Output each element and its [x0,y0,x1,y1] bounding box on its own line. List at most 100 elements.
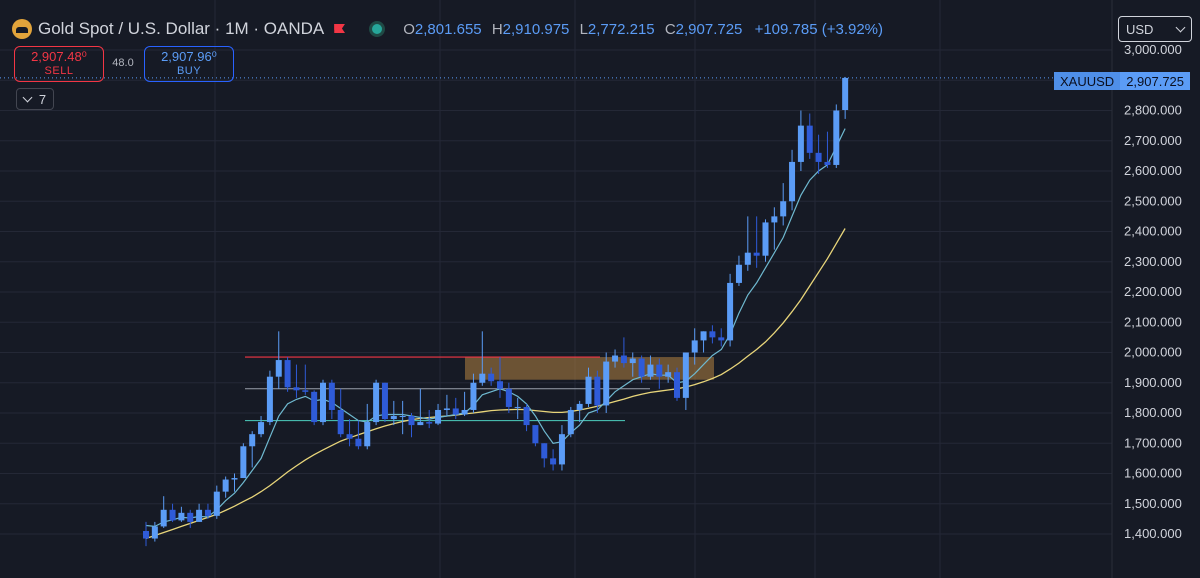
candle [258,416,265,438]
candle [550,449,557,471]
candle [647,355,654,380]
y-tick-label: 2,500.000 [1124,193,1182,208]
candle [346,419,353,447]
chart-header: Gold Spot / U.S. Dollar · 1M · OANDA O2,… [12,16,883,42]
candle-body [151,526,158,539]
candle [797,110,804,171]
candle [656,358,663,389]
y-tick-label: 2,700.000 [1124,133,1182,148]
candle [399,400,406,435]
candle [762,219,769,262]
candle [744,216,751,271]
candle-body [249,434,256,447]
candle-body [187,512,194,522]
candle-body [541,443,548,459]
candle [204,503,211,519]
candle [488,367,495,386]
candle-body [753,252,760,256]
close-label: C [664,20,676,38]
y-tick-label: 2,000.000 [1124,345,1182,360]
candle [178,506,185,522]
candle-body [691,340,698,353]
candle-body [789,161,796,202]
candle-body [576,403,583,410]
candle [213,485,220,519]
candle-body [824,161,831,165]
candle-body [558,434,565,465]
candle [718,328,725,347]
candle-body [488,373,495,382]
candle-body [337,409,344,435]
candle [629,352,636,377]
candle [390,400,397,426]
candle-body [532,425,539,444]
candle-body [346,434,353,439]
candle [284,357,291,392]
candle-body [815,152,822,162]
candle [585,367,592,407]
moving-averages [145,128,846,540]
currency-value: USD [1126,21,1154,37]
candle [665,364,672,383]
candle-body [373,382,380,423]
y-tick-label: 2,400.000 [1124,224,1182,239]
candle [603,352,610,413]
candle-body [169,509,176,521]
candle-body [709,331,716,338]
low-value: 2,772.215 [587,20,655,38]
candle [435,403,442,426]
candle-body [797,125,804,162]
candle [780,183,787,226]
candle [789,149,796,211]
gold-logo-icon [12,19,32,39]
ohlc-readout: O2,801.655 H2,910.975 L2,772.215 C2,907.… [403,21,883,38]
candle-body [311,391,318,423]
indicators-toggle[interactable]: 7 [16,88,54,110]
candle [328,379,335,420]
candle [532,425,539,447]
symbol-title[interactable]: Gold Spot / U.S. Dollar · 1M · OANDA [38,19,325,38]
change-value: +109.785 (+3.92%) [754,20,884,38]
y-tick-label: 2,800.000 [1124,103,1182,118]
candle [638,355,645,383]
y-tick-label: 1,800.000 [1124,405,1182,420]
buy-button[interactable]: 2,907.96⁰ BUY [144,46,234,82]
candle-body [364,422,371,447]
candle-body [771,216,778,223]
candle-body [744,252,751,265]
candle [514,397,521,420]
buy-label: BUY [176,65,202,77]
candle-body [266,376,273,423]
candle-body [213,491,220,516]
candle-body [328,382,335,410]
candle-body [833,110,840,165]
currency-select[interactable]: USD [1118,16,1192,42]
candle-body [160,509,167,527]
candle [320,379,326,426]
candle [311,390,318,426]
candle [222,476,229,498]
candle [452,397,459,420]
candle-body [435,409,442,424]
y-tick-label: 1,600.000 [1124,466,1182,481]
close-value: 2,907.725 [675,20,743,38]
candle-body [231,478,238,480]
candle-body [665,372,672,377]
candle [373,379,380,426]
price-axis[interactable]: 1,400.000 1,500.000 1,600.000 1,700.000 1,80… [1124,42,1182,541]
candle [426,409,433,429]
candle-body [196,509,203,522]
candlestick-series [143,76,849,547]
candle [187,509,194,528]
candle-body [780,201,787,217]
candle-body [443,408,450,410]
open-value: 2,801.655 [414,20,482,38]
candle [842,76,849,119]
flag-icon[interactable] [334,23,346,35]
sell-button[interactable]: 2,907.48⁰ SELL [14,46,104,82]
buy-price: 2,907.96⁰ [161,49,217,64]
candle [815,134,822,175]
ma-fast-line [145,128,846,528]
sell-price: 2,907.48⁰ [31,49,87,64]
